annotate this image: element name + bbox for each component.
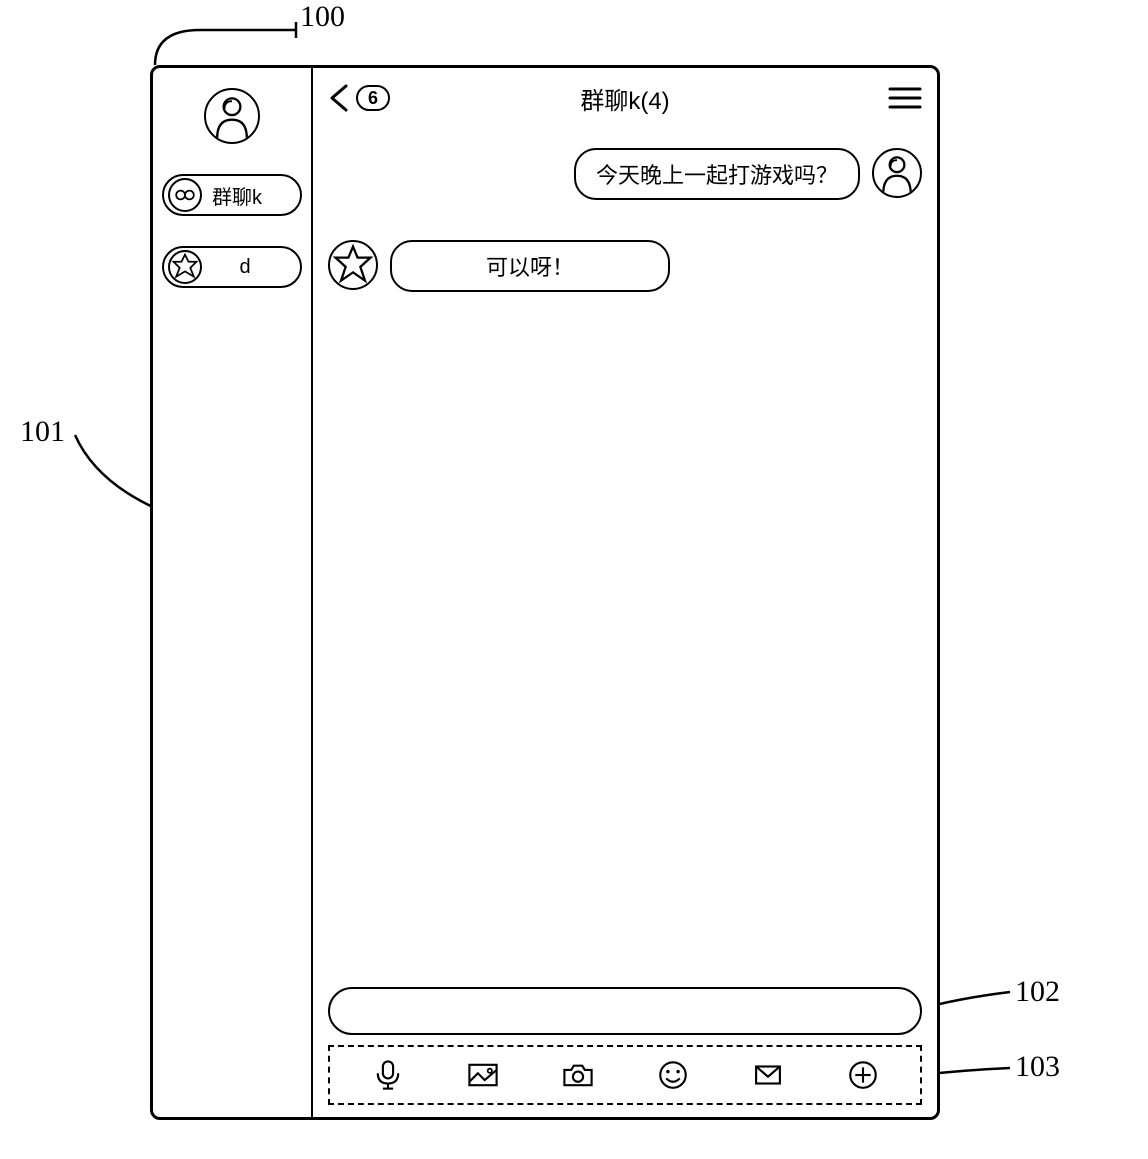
star-icon xyxy=(168,250,202,284)
sidebar-item-label: d xyxy=(212,256,300,279)
smile-icon xyxy=(656,1058,690,1092)
sidebar: 群聊k d xyxy=(153,68,313,1117)
envelope-button[interactable] xyxy=(748,1055,788,1095)
mic-button[interactable] xyxy=(368,1055,408,1095)
envelope-icon xyxy=(751,1058,785,1092)
message-bubble: 今天晚上一起打游戏吗？ xyxy=(574,148,860,200)
group-icon xyxy=(168,178,202,212)
message-row-incoming: 可以呀！ xyxy=(328,240,922,292)
self-avatar[interactable] xyxy=(204,88,260,144)
plus-button[interactable] xyxy=(843,1055,883,1095)
camera-icon xyxy=(561,1058,595,1092)
back-button[interactable]: 6 xyxy=(328,82,390,114)
back-badge: 6 xyxy=(356,85,390,111)
sidebar-item-d[interactable]: d xyxy=(162,246,302,288)
mic-icon xyxy=(371,1058,405,1092)
person-icon xyxy=(206,90,258,142)
canvas: 100 101 102 103 xyxy=(0,0,1148,1159)
emoji-button[interactable] xyxy=(653,1055,693,1095)
sidebar-item-group-chat[interactable]: 群聊k xyxy=(162,174,302,216)
callout-102: 102 xyxy=(1015,975,1060,1009)
message-bubble: 可以呀！ xyxy=(390,240,670,292)
menu-icon xyxy=(888,84,922,112)
star-icon xyxy=(330,242,376,288)
message-avatar[interactable] xyxy=(872,148,922,198)
callout-100: 100 xyxy=(300,0,345,34)
message-row-outgoing: 今天晚上一起打游戏吗？ xyxy=(328,148,922,200)
image-icon xyxy=(466,1058,500,1092)
menu-button[interactable] xyxy=(888,84,922,112)
plus-icon xyxy=(846,1058,880,1092)
camera-button[interactable] xyxy=(558,1055,598,1095)
messages-area: 今天晚上一起打游戏吗？ 可以呀！ xyxy=(313,128,937,987)
chat-header: 6 群聊k(4) xyxy=(313,68,937,128)
message-avatar[interactable] xyxy=(328,240,378,290)
device-frame: 群聊k d 6 群聊k(4) xyxy=(150,65,940,1120)
chat-title: 群聊k(4) xyxy=(580,81,669,116)
callout-103: 103 xyxy=(1015,1050,1060,1084)
message-input[interactable] xyxy=(328,987,922,1035)
chat-pane: 6 群聊k(4) xyxy=(313,68,937,1117)
chevron-left-icon xyxy=(328,82,352,114)
callout-101: 101 xyxy=(20,415,65,449)
image-button[interactable] xyxy=(463,1055,503,1095)
person-icon xyxy=(874,150,920,196)
toolbar xyxy=(328,1045,922,1105)
sidebar-item-label: 群聊k xyxy=(212,181,262,210)
